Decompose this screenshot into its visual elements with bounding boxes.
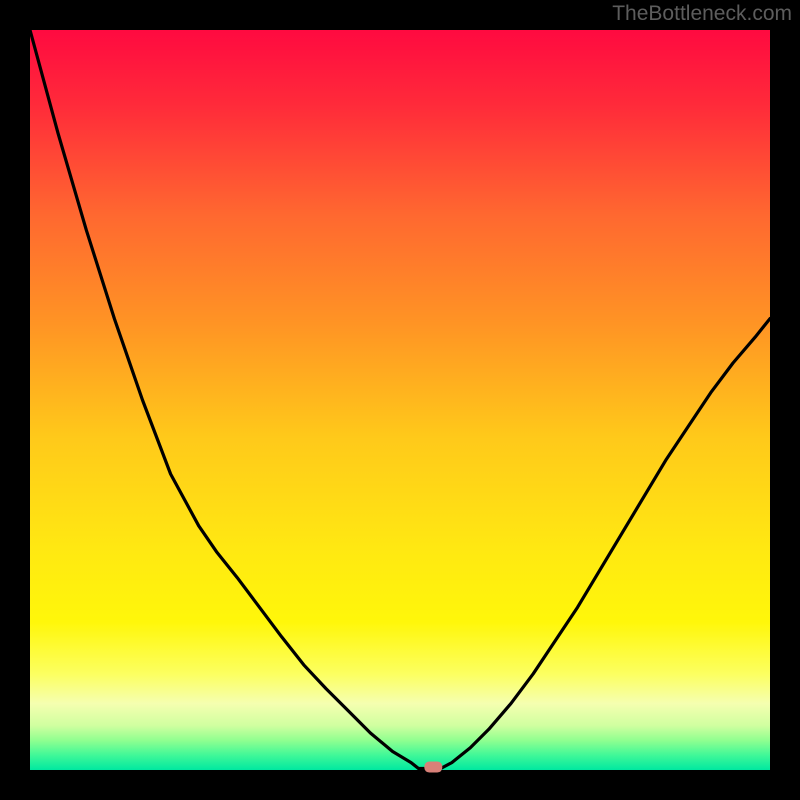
optimal-point-marker (424, 762, 442, 773)
bottleneck-chart (0, 0, 800, 800)
watermark-text: TheBottleneck.com (612, 2, 792, 26)
